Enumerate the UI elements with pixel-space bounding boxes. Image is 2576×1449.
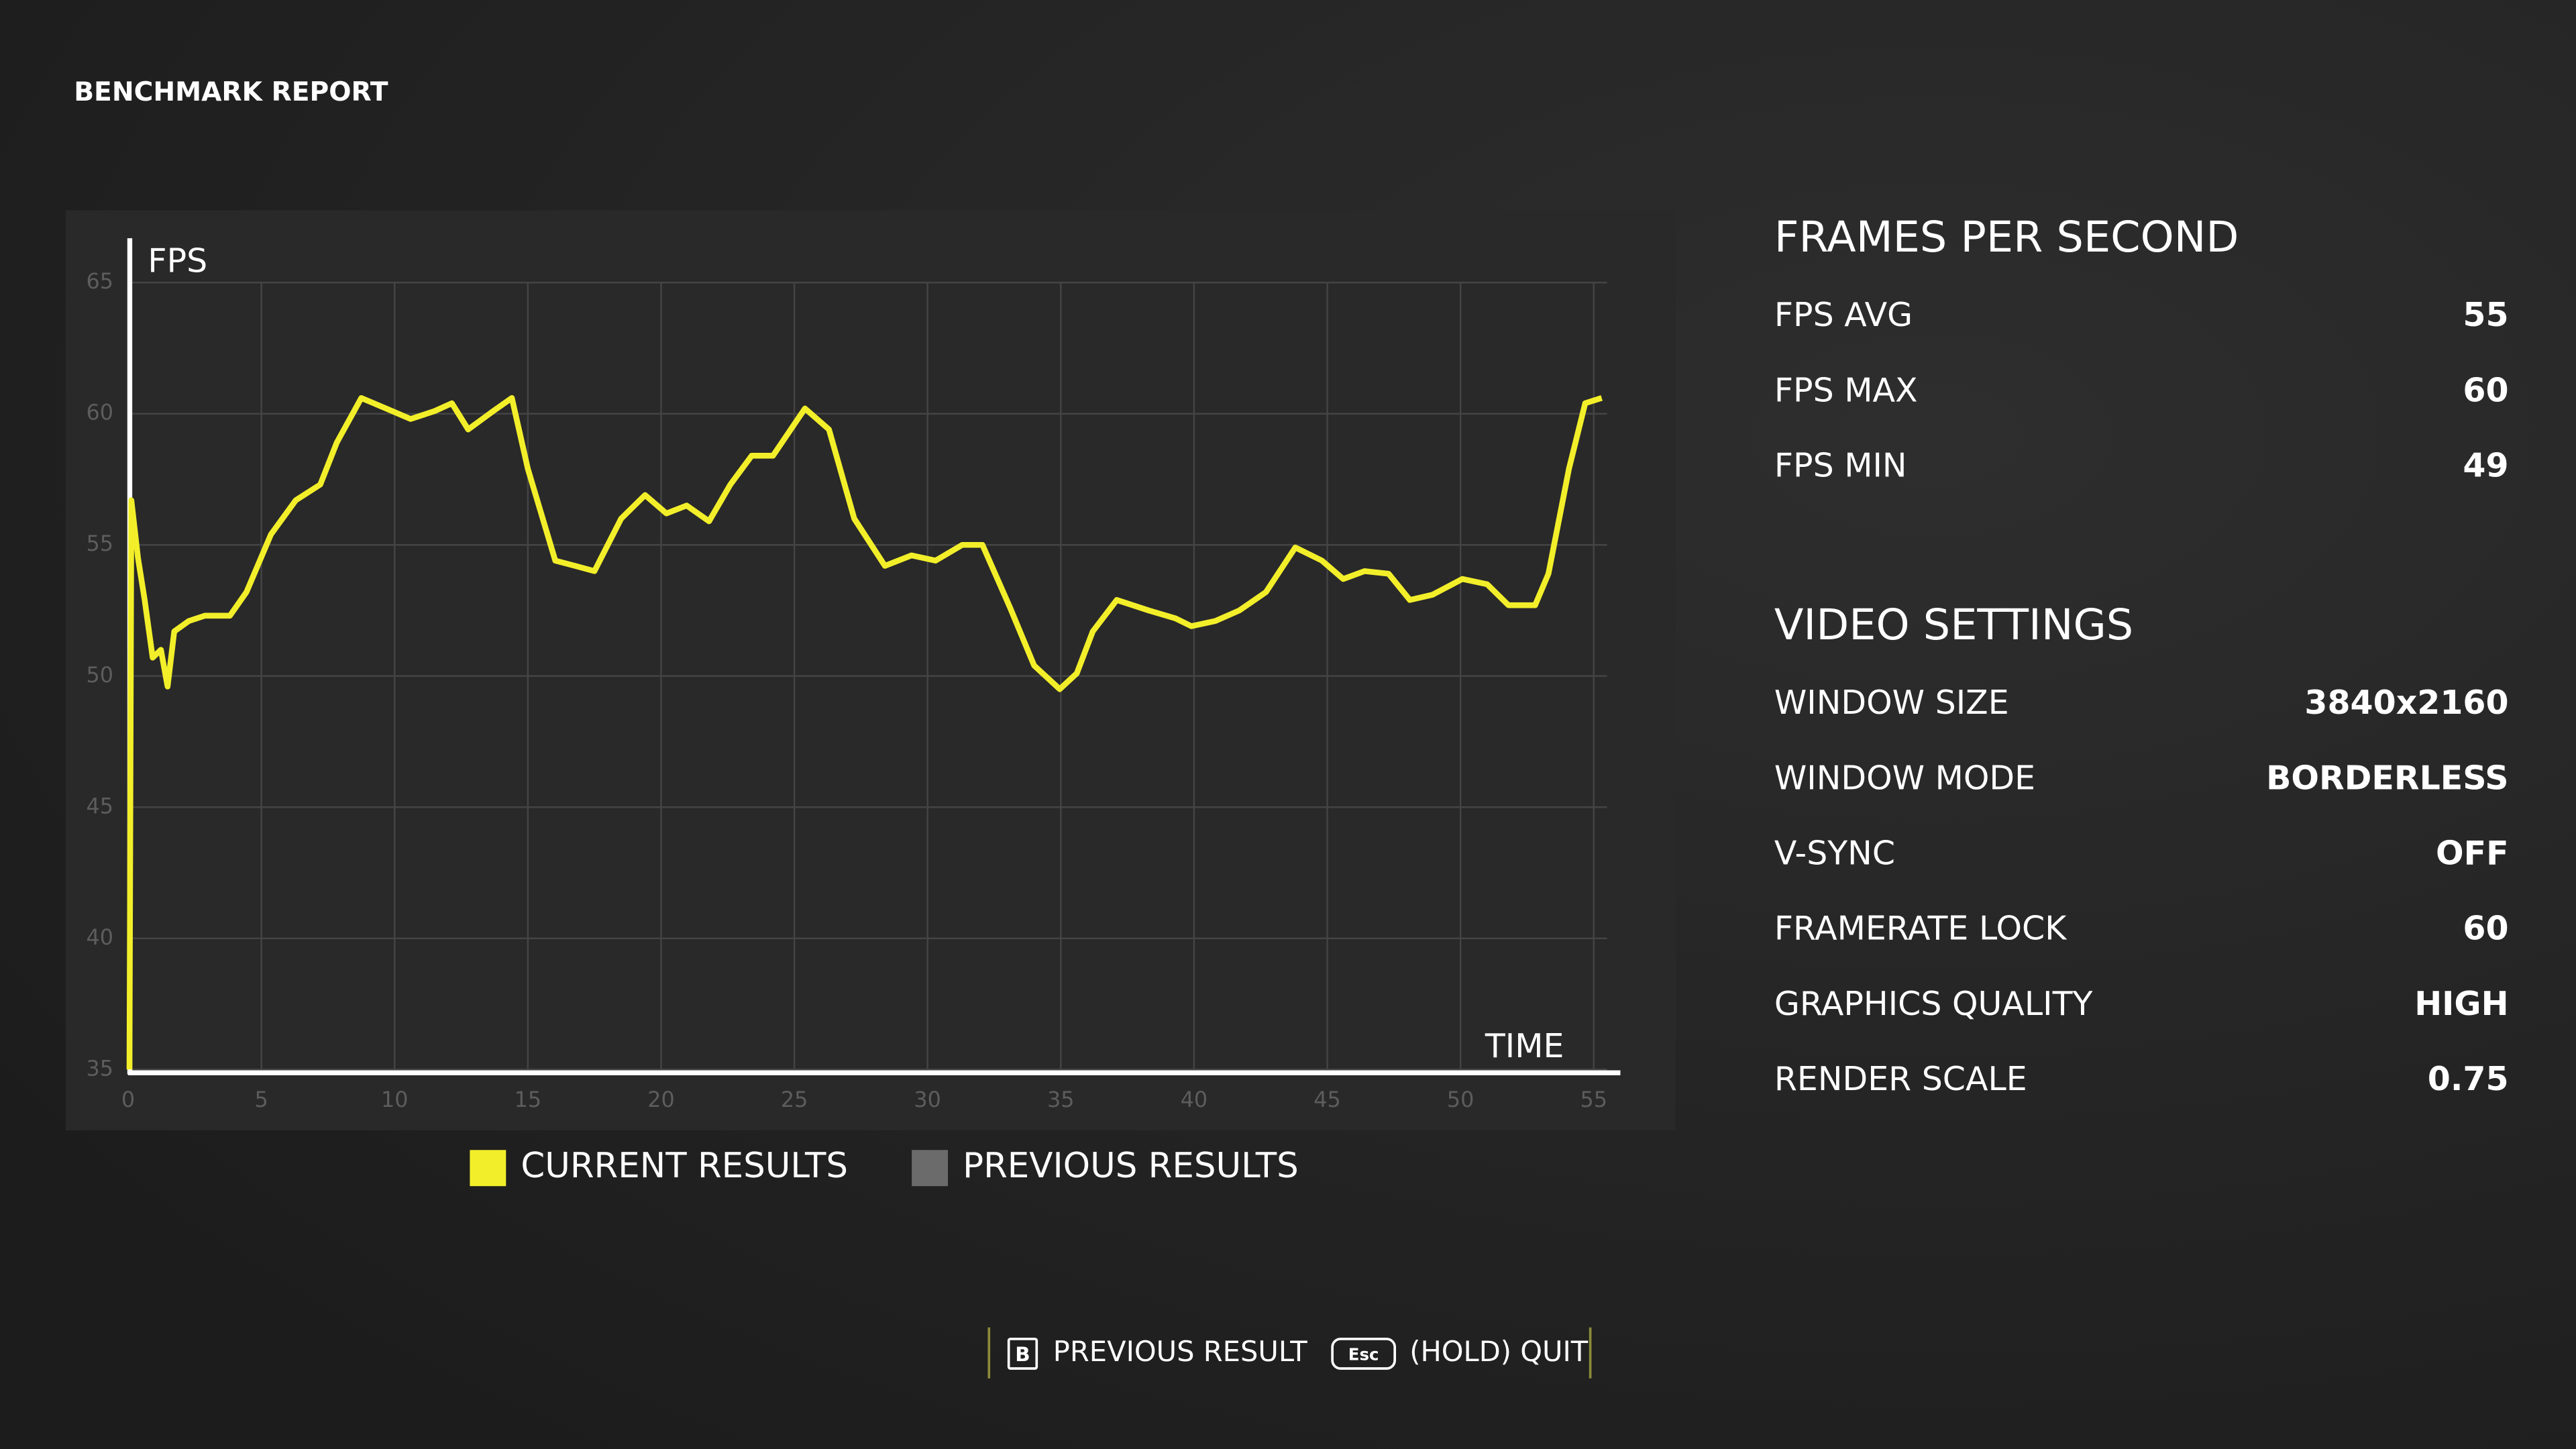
y-tick-label: 50 bbox=[86, 662, 113, 688]
y-axis-label: FPS bbox=[148, 241, 207, 280]
button-label[interactable]: (HOLD) QUIT bbox=[1409, 1335, 1589, 1368]
fps-line bbox=[126, 394, 1603, 1070]
x-tick-label: 20 bbox=[647, 1087, 675, 1112]
chart-panel bbox=[65, 210, 1676, 1130]
legend-swatch bbox=[470, 1150, 506, 1187]
x-axis-label: TIME bbox=[1485, 1027, 1564, 1065]
setting-label: WINDOW SIZE bbox=[1774, 684, 2009, 722]
x-tick-label: 15 bbox=[515, 1087, 542, 1112]
button-label[interactable]: PREVIOUS RESULT bbox=[1053, 1335, 1308, 1368]
legend-label: PREVIOUS RESULTS bbox=[963, 1146, 1299, 1186]
key-label[interactable]: Esc bbox=[1348, 1344, 1379, 1364]
legend-label: CURRENT RESULTS bbox=[521, 1146, 848, 1186]
x-tick-label: 55 bbox=[1580, 1087, 1607, 1112]
x-tick-label: 35 bbox=[1047, 1087, 1075, 1112]
x-tick-label: 30 bbox=[914, 1087, 941, 1112]
setting-value: BORDERLESS bbox=[2266, 759, 2508, 797]
x-tick-label: 45 bbox=[1313, 1087, 1341, 1112]
setting-label: GRAPHICS QUALITY bbox=[1774, 985, 2093, 1023]
y-tick-label: 45 bbox=[86, 793, 113, 818]
chart: 35 40 45 50 55 60 65 0 5 10 15 20 25 30 35 40 45 50 55 FPS T… bbox=[86, 238, 1621, 1187]
side-panel: FRAMES PER SECOND FPS AVG 55 FPS MAX 60 FPS M… bbox=[1774, 213, 2509, 1098]
key-label[interactable]: B bbox=[1015, 1343, 1030, 1366]
setting-value: 0.75 bbox=[2428, 1060, 2509, 1098]
setting-label: V-SYNC bbox=[1774, 834, 1895, 872]
x-tick-label: 0 bbox=[121, 1087, 135, 1112]
footer: B PREVIOUS RESULT Esc (HOLD) QUIT bbox=[1007, 1335, 1589, 1370]
y-tick-label: 55 bbox=[86, 531, 113, 556]
setting-label: FPS AVG bbox=[1774, 296, 1913, 334]
y-tick-label: 40 bbox=[86, 924, 113, 950]
x-tick-label: 5 bbox=[254, 1087, 268, 1112]
x-tick-label: 25 bbox=[781, 1087, 808, 1112]
y-tick-label: 65 bbox=[86, 268, 113, 294]
x-tick-label: 50 bbox=[1447, 1087, 1474, 1112]
setting-label: FPS MIN bbox=[1774, 446, 1907, 484]
setting-value: 60 bbox=[2463, 910, 2508, 948]
y-tick-label: 35 bbox=[86, 1055, 113, 1081]
x-tick-label: 10 bbox=[381, 1087, 409, 1112]
setting-label: FRAMERATE LOCK bbox=[1774, 910, 2068, 948]
y-tick-label: 60 bbox=[86, 400, 113, 425]
section-title: VIDEO SETTINGS bbox=[1774, 600, 2133, 650]
setting-value: HIGH bbox=[2414, 985, 2508, 1023]
key-box[interactable] bbox=[1007, 1338, 1038, 1370]
x-tick-label: 40 bbox=[1181, 1087, 1208, 1112]
setting-value: OFF bbox=[2436, 834, 2509, 872]
setting-value: 3840x2160 bbox=[2304, 684, 2508, 722]
page-title: BENCHMARK REPORT bbox=[74, 77, 388, 107]
setting-label: FPS MAX bbox=[1774, 371, 1918, 409]
legend-swatch bbox=[912, 1150, 949, 1187]
section-title: FRAMES PER SECOND bbox=[1774, 213, 2239, 262]
setting-value: 60 bbox=[2463, 371, 2508, 409]
key-box[interactable] bbox=[1331, 1338, 1397, 1370]
setting-value: 49 bbox=[2463, 446, 2508, 484]
setting-label: RENDER SCALE bbox=[1774, 1060, 2027, 1098]
setting-value: 55 bbox=[2463, 296, 2508, 334]
setting-label: WINDOW MODE bbox=[1774, 759, 2035, 797]
